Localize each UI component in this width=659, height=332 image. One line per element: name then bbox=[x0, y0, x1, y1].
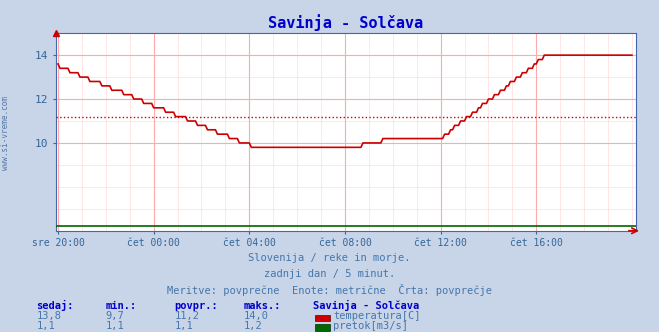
Text: Meritve: povprečne  Enote: metrične  Črta: povprečje: Meritve: povprečne Enote: metrične Črta:… bbox=[167, 284, 492, 296]
Text: 1,1: 1,1 bbox=[105, 321, 124, 331]
Text: temperatura[C]: temperatura[C] bbox=[333, 311, 421, 321]
Text: 1,1: 1,1 bbox=[36, 321, 55, 331]
Text: min.:: min.: bbox=[105, 301, 136, 311]
Text: 14,0: 14,0 bbox=[244, 311, 269, 321]
Text: 13,8: 13,8 bbox=[36, 311, 61, 321]
Text: maks.:: maks.: bbox=[244, 301, 281, 311]
Text: Slovenija / reke in morje.: Slovenija / reke in morje. bbox=[248, 253, 411, 263]
Text: pretok[m3/s]: pretok[m3/s] bbox=[333, 321, 409, 331]
Text: 1,2: 1,2 bbox=[244, 321, 262, 331]
Text: zadnji dan / 5 minut.: zadnji dan / 5 minut. bbox=[264, 269, 395, 279]
Text: 9,7: 9,7 bbox=[105, 311, 124, 321]
Text: Savinja - Solčava: Savinja - Solčava bbox=[313, 300, 419, 311]
Text: www.si-vreme.com: www.si-vreme.com bbox=[1, 96, 10, 170]
Text: 11,2: 11,2 bbox=[175, 311, 200, 321]
Text: povpr.:: povpr.: bbox=[175, 301, 218, 311]
Text: sedaj:: sedaj: bbox=[36, 300, 74, 311]
Title: Savinja - Solčava: Savinja - Solčava bbox=[268, 14, 424, 31]
Text: 1,1: 1,1 bbox=[175, 321, 193, 331]
